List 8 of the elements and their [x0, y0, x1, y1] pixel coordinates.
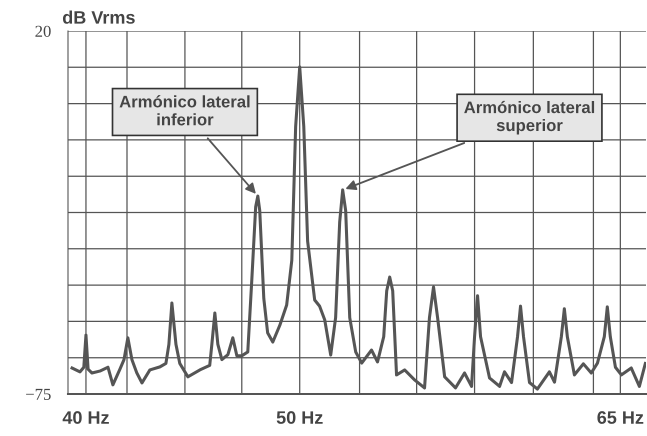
annotation: Armónico lateral inferior: [120, 95, 250, 126]
y-tick-label: 20: [35, 26, 51, 37]
y-axis-title: dB Vrms: [62, 10, 135, 24]
annotation: Armónico lateral superior: [464, 100, 594, 134]
x-tick-label: 65 Hz: [597, 411, 644, 424]
x-tick-label: 50 Hz: [276, 411, 323, 424]
y-tick-label: −75: [26, 388, 51, 400]
x-tick-label: 40 Hz: [62, 411, 109, 424]
